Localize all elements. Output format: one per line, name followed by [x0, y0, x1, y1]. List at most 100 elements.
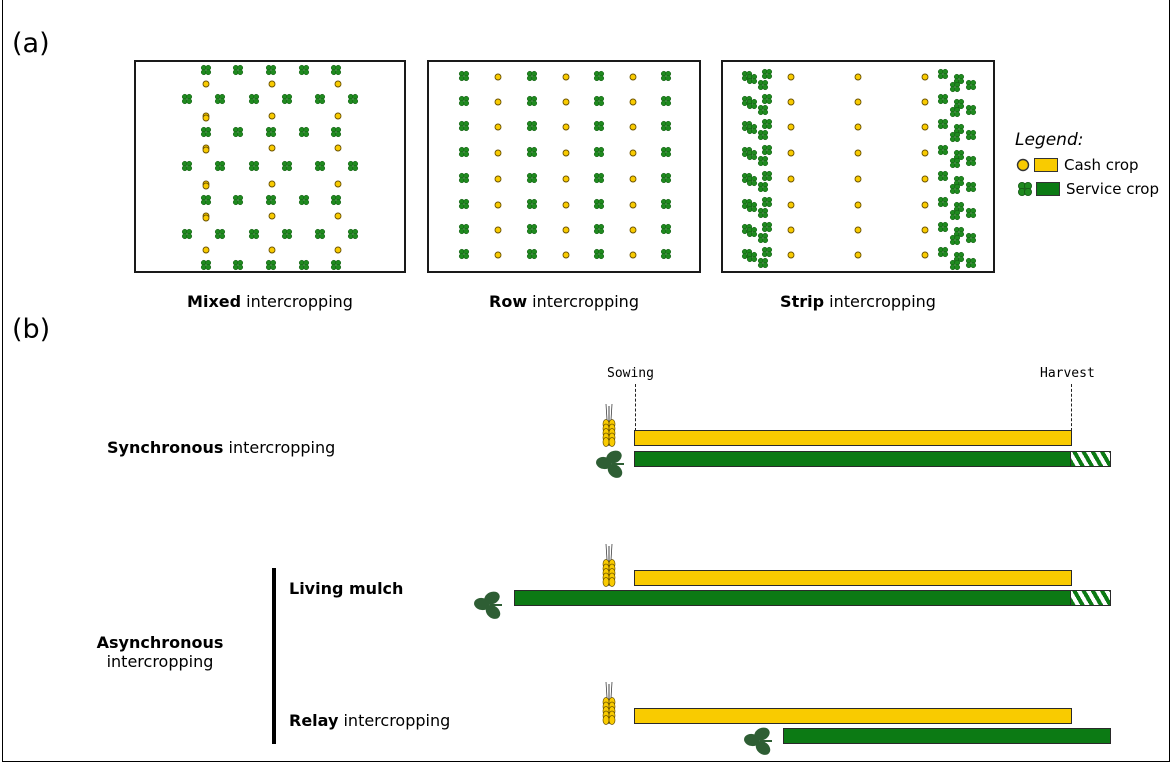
service-crop-clover	[232, 126, 244, 138]
service-crop-clover	[200, 259, 212, 271]
service-swatch	[1036, 182, 1060, 196]
cash-crop-dot	[854, 149, 862, 157]
service-crop-clover	[526, 95, 538, 107]
cash-crop-dot	[268, 180, 276, 188]
service-crop-clover	[757, 129, 769, 141]
service-crop-clover	[298, 194, 310, 206]
service-crop-clover	[458, 223, 470, 235]
service-crop-clover	[953, 123, 965, 135]
harvest-line	[1071, 384, 1072, 431]
service-crop-clover	[281, 228, 293, 240]
cash-crop-dot	[268, 212, 276, 220]
service-crop-clover	[526, 172, 538, 184]
service-crop-clover	[965, 79, 977, 91]
cash-crop-dot	[202, 146, 210, 154]
cash-crop-dot	[562, 123, 570, 131]
cash-crop-dot	[562, 201, 570, 209]
cash-crop-dot	[268, 80, 276, 88]
service-crop-clover	[298, 126, 310, 138]
service-crop-clover	[458, 248, 470, 260]
mixed-intercropping-field	[134, 60, 406, 273]
service-crop-clover	[757, 232, 769, 244]
cash-crop-dot	[494, 98, 502, 106]
service-crop-clover	[593, 95, 605, 107]
service-crop-clover	[757, 207, 769, 219]
service-crop-clover	[949, 157, 961, 169]
relay-label: Relay intercropping	[289, 711, 451, 730]
cash-crop-dot	[854, 251, 862, 259]
clover-leaf-icon	[744, 727, 772, 755]
cash-crop-dot	[334, 112, 342, 120]
cash-crop-dot	[854, 98, 862, 106]
service-crop-clover	[965, 181, 977, 193]
service-crop-clover	[949, 183, 961, 195]
service-crop-clover	[953, 98, 965, 110]
cash-crop-dot	[787, 201, 795, 209]
service-crop-clover	[181, 160, 193, 172]
wheat-icon	[602, 681, 616, 725]
cash-crop-dot	[494, 175, 502, 183]
service-crop-clover	[761, 221, 773, 233]
service-crop-clover	[248, 160, 260, 172]
service-crop-clover	[953, 149, 965, 161]
service-crop-clover	[937, 196, 949, 208]
service-crop-clover	[347, 228, 359, 240]
service-crop-clover	[937, 170, 949, 182]
service-crop-clover	[757, 79, 769, 91]
cash-crop-dot	[334, 180, 342, 188]
cash-crop-dot	[562, 149, 570, 157]
service-crop-clover	[937, 221, 949, 233]
service-crop-clover	[265, 64, 277, 76]
mixed-caption: Mixed intercropping	[187, 292, 353, 311]
service-crop-clover	[526, 223, 538, 235]
service-crop-clover	[526, 248, 538, 260]
service-crop-clover	[746, 73, 758, 85]
cash-crop-dot	[921, 226, 929, 234]
service-crop-clover	[660, 172, 672, 184]
asynchronous-label: Asynchronous intercropping	[96, 633, 224, 671]
service-crop-clover	[949, 131, 961, 143]
cash-crop-dot	[787, 226, 795, 234]
service-crop-clover	[248, 228, 260, 240]
clover-leaf-icon	[474, 591, 502, 619]
service-crop-clover	[458, 172, 470, 184]
cash-crop-dot	[787, 149, 795, 157]
mixed-field-plot	[181, 64, 359, 271]
service-crop-clover	[347, 160, 359, 172]
service-crop-clover	[526, 70, 538, 82]
service-crop-clover	[965, 155, 977, 167]
cash-crop-dot	[334, 246, 342, 254]
cash-crop-dot	[629, 251, 637, 259]
service-crop-clover	[181, 228, 193, 240]
cash-crop-dot	[268, 246, 276, 254]
sync-service-extension	[1070, 451, 1111, 467]
cash-crop-dot	[562, 175, 570, 183]
cash-crop-dot	[787, 123, 795, 131]
cash-crop-dot	[921, 149, 929, 157]
service-crop-clover	[949, 209, 961, 221]
service-crop-clover	[937, 144, 949, 156]
service-crop-clover	[949, 234, 961, 246]
service-crop-clover	[761, 170, 773, 182]
service-crop-clover	[761, 246, 773, 258]
cash-crop-dot	[921, 98, 929, 106]
strip-intercropping-field	[721, 60, 995, 273]
cash-crop-dot	[494, 123, 502, 131]
cash-crop-dot	[562, 73, 570, 81]
service-crop-clover	[937, 118, 949, 130]
cash-crop-dot	[334, 212, 342, 220]
service-crop-clover	[746, 98, 758, 110]
service-crop-clover	[593, 172, 605, 184]
cash-crop-dot	[334, 144, 342, 152]
service-crop-clover	[746, 201, 758, 213]
cash-crop-dot	[562, 98, 570, 106]
service-crop-clover	[937, 246, 949, 258]
service-crop-clover	[757, 155, 769, 167]
cash-crop-dot	[854, 175, 862, 183]
harvest-label: Harvest	[1040, 366, 1095, 381]
service-crop-clover	[660, 198, 672, 210]
service-crop-clover	[660, 70, 672, 82]
cash-crop-dot	[921, 175, 929, 183]
cash-crop-dot	[854, 226, 862, 234]
cash-crop-dot	[334, 80, 342, 88]
